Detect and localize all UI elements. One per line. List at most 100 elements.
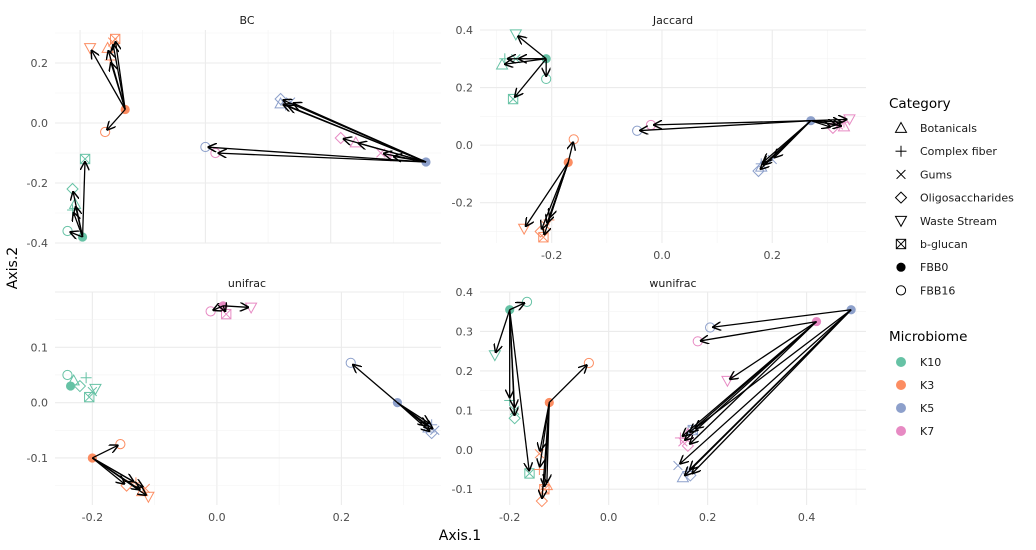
legend-label: FBB16 [920,284,955,297]
gridlines [55,291,441,505]
point-K10 [80,372,92,384]
arrow [107,109,126,130]
point-K10 [65,381,76,391]
arrow [223,306,248,307]
legend-label: Oligosaccharides [920,192,1014,205]
legend-microbiome-title: Microbiome [889,329,967,345]
point-K3 [583,357,594,369]
points [495,29,856,243]
panel-BC: BC 0.2 0.0 -0.2 -0.4 [27,14,441,250]
point-K3 [517,223,531,236]
y-tick-label: -0.2 [452,197,473,210]
arrow [509,303,525,310]
legend-item-K7: K7 [896,425,934,438]
arrow [223,306,225,311]
panel-Jaccard: Jaccard -0.2 0.0 0.2 0.4 0.2 0.0 -0.2 [452,14,866,262]
arrow [74,213,84,238]
point-K7 [721,375,734,388]
x-tick-label: 0.2 [333,511,351,524]
legend-item-Waste Stream: Waste Stream [894,215,997,228]
y-tick-label: 0.0 [31,117,49,130]
arrow [515,58,547,97]
x-tick-label: -0.2 [82,511,103,524]
panel-title: BC [239,14,254,27]
legend-swatch [896,403,906,413]
arrow [83,162,85,238]
point-K3 [83,43,97,55]
panel-wunifrac: wunifrac -0.2 0.0 0.2 0.4 0.4 0.3 0.2 0.1 0.0 -0.1 [452,277,866,524]
y-tick-label: 0.2 [456,365,474,378]
legend-item-Botanicals: Botanicals [894,121,977,135]
legend-label: K3 [920,379,934,392]
point-K7 [334,131,347,145]
y-tick-label: 0.1 [456,404,474,417]
arrow [353,365,398,404]
arrow [397,402,429,424]
legend-label: K10 [920,356,941,369]
y-tick-label: -0.1 [27,452,48,465]
legend-item-FBB0: FBB0 [896,261,948,274]
y-tick-label: 0.2 [456,82,474,95]
y-tick-label: 0.1 [31,341,49,354]
arrows [91,306,432,495]
x-tick-label: 0.0 [208,511,226,524]
facet-panels: BC 0.2 0.0 -0.2 -0.4 Jaccard -0.2 0.0 0.2 0.4 0.2 0… [27,14,866,524]
legend-item-Oligosaccharides: Oligosaccharides [894,191,1014,205]
y-tick-label: -0.2 [27,177,48,190]
arrows [70,42,427,238]
x-tick-label: -0.2 [541,249,562,262]
arrow [550,162,569,217]
arrow [394,157,427,163]
gridlines [480,291,866,505]
arrow [113,45,126,110]
arrow [91,457,146,495]
point-K5 [274,96,287,109]
arrow [218,153,426,163]
point-K10 [509,29,523,41]
point-K10 [84,391,95,403]
legend-key-square-cross [895,238,907,250]
legend-label: FBB0 [920,261,948,274]
point-K10 [62,369,73,381]
point-K5 [345,357,356,368]
point-K3 [142,491,155,504]
arrow [92,445,117,459]
point-K7 [244,302,258,315]
legend: Category Microbiome Botanicals Complex fi… [889,96,1014,438]
points [62,33,431,242]
panel-title: unifrac [228,277,266,290]
arrow [690,309,852,470]
legend-item-K10: K10 [896,356,941,369]
panel-title: Jaccard [652,14,693,27]
arrow [690,321,817,444]
panel-title: wunifrac [649,277,696,290]
arrow [810,121,841,122]
legend-swatch [896,426,906,436]
y-tick-label: 0.0 [456,444,474,457]
arrow [547,402,549,482]
legend-item-K5: K5 [896,402,934,415]
arrows [496,303,852,498]
arrow [713,309,852,327]
y-tick-label: 0.2 [31,57,49,70]
y-tick-label: -0.1 [452,483,473,496]
legend-label: b-glucan [920,238,968,251]
arrow [70,232,83,237]
arrow [92,51,126,110]
legend-category-title: Category [889,96,951,112]
arrow [680,309,852,464]
x-tick-label: 0.0 [600,511,618,524]
point-K10 [62,225,73,237]
y-tick-label: 0.4 [456,24,474,37]
arrow [692,309,852,474]
legend-item-Complex fiber: Complex fiber [895,145,997,158]
legend-key-filled-circle [896,262,906,272]
point-K10 [508,412,521,425]
x-tick-label: 0.2 [764,249,782,262]
arrow [526,162,569,226]
point-K3 [568,134,579,145]
arrow [540,402,550,450]
arrow [293,103,427,163]
arrow [654,120,811,125]
